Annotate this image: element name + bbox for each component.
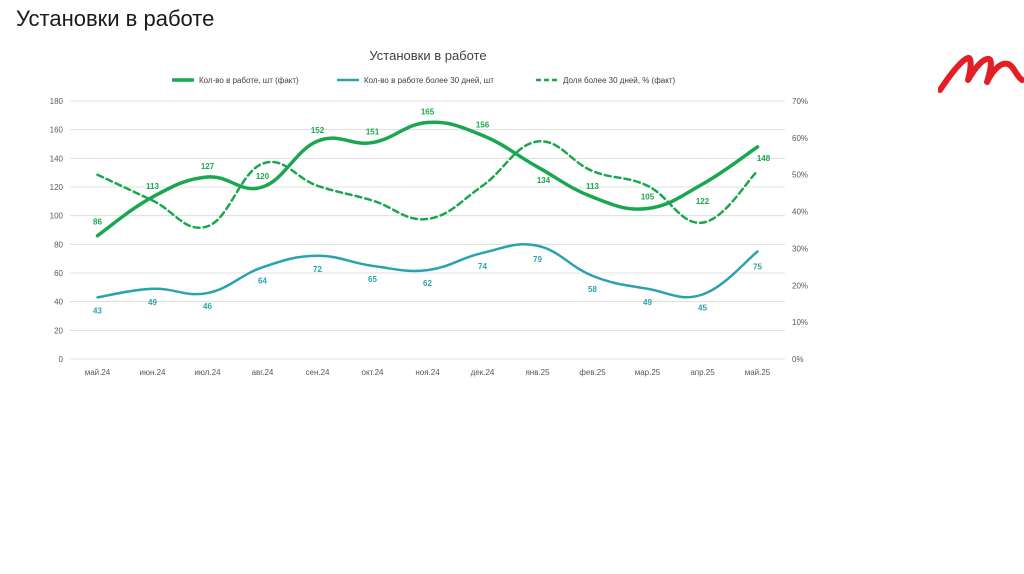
x-tick-label: сен.24 xyxy=(306,368,331,377)
data-label: 79 xyxy=(533,255,542,264)
data-label: 122 xyxy=(696,197,710,206)
legend-label-1: Кол-во в работе, шт (факт) xyxy=(199,76,299,85)
series-line-3 xyxy=(96,140,759,229)
y-tick-label: 180 xyxy=(50,97,64,106)
data-label: 113 xyxy=(586,182,599,191)
data-label: 165 xyxy=(421,108,435,117)
y-tick-label: 80 xyxy=(54,240,63,249)
data-label: 58 xyxy=(588,285,597,294)
data-label: 46 xyxy=(203,302,212,311)
data-label: 43 xyxy=(93,306,102,315)
x-tick-label: окт.24 xyxy=(362,368,384,377)
data-label: 62 xyxy=(423,279,432,288)
chart-title: Установки в работе xyxy=(369,48,486,63)
x-tick-label: мар.25 xyxy=(635,368,661,377)
x-tick-label: дек.24 xyxy=(471,368,495,377)
y2-tick-label: 70% xyxy=(792,97,808,106)
data-label: 75 xyxy=(753,263,762,272)
data-label: 64 xyxy=(258,276,267,285)
data-label: 105 xyxy=(641,193,655,202)
data-label: 49 xyxy=(643,298,652,307)
x-tick-label: июл.24 xyxy=(194,368,221,377)
x-tick-label: июн.24 xyxy=(139,368,166,377)
y-tick-label: 120 xyxy=(50,183,64,192)
data-label: 74 xyxy=(478,262,487,271)
data-label: 156 xyxy=(476,120,490,129)
x-tick-label: апр.25 xyxy=(690,368,715,377)
y2-tick-label: 40% xyxy=(792,208,808,217)
company-logo xyxy=(938,55,1024,93)
data-label: 127 xyxy=(201,162,215,171)
slide-title: Установки в работе xyxy=(16,6,215,31)
data-label: 134 xyxy=(537,176,551,185)
x-tick-label: авг.24 xyxy=(252,368,274,377)
data-label: 72 xyxy=(313,265,322,274)
data-label: 151 xyxy=(366,128,380,137)
y-tick-label: 100 xyxy=(50,212,64,221)
legend-label-3: Доля более 30 дней, % (факт) xyxy=(563,76,676,85)
legend-label-2: Кол-во в работе более 30 дней, шт xyxy=(364,76,494,85)
data-label: 120 xyxy=(256,172,270,181)
y-tick-label: 60 xyxy=(54,269,63,278)
data-label: 113 xyxy=(146,182,159,191)
y-tick-label: 20 xyxy=(54,326,63,335)
data-label: 49 xyxy=(148,298,157,307)
y2-tick-label: 10% xyxy=(792,318,808,327)
y-tick-label: 160 xyxy=(50,126,64,135)
y2-tick-label: 30% xyxy=(792,244,808,253)
y-tick-label: 40 xyxy=(54,298,63,307)
x-tick-label: ноя.24 xyxy=(415,368,440,377)
data-label: 152 xyxy=(311,126,325,135)
x-tick-label: фев.25 xyxy=(579,368,606,377)
y2-tick-label: 50% xyxy=(792,171,808,180)
y2-tick-label: 20% xyxy=(792,281,808,290)
data-label: 148 xyxy=(757,154,771,163)
y-tick-label: 0 xyxy=(59,355,64,364)
x-tick-label: май.25 xyxy=(745,368,771,377)
y2-tick-label: 60% xyxy=(792,134,808,143)
logo-mark xyxy=(938,55,1024,93)
series-line-1 xyxy=(95,120,760,238)
y-tick-label: 140 xyxy=(50,154,64,163)
series-line-2 xyxy=(96,243,759,299)
x-tick-label: май.24 xyxy=(85,368,111,377)
x-tick-label: янв.25 xyxy=(525,368,550,377)
data-label: 86 xyxy=(93,218,102,227)
y2-tick-label: 0% xyxy=(792,355,804,364)
data-label: 65 xyxy=(368,275,377,284)
data-label: 45 xyxy=(698,304,707,313)
